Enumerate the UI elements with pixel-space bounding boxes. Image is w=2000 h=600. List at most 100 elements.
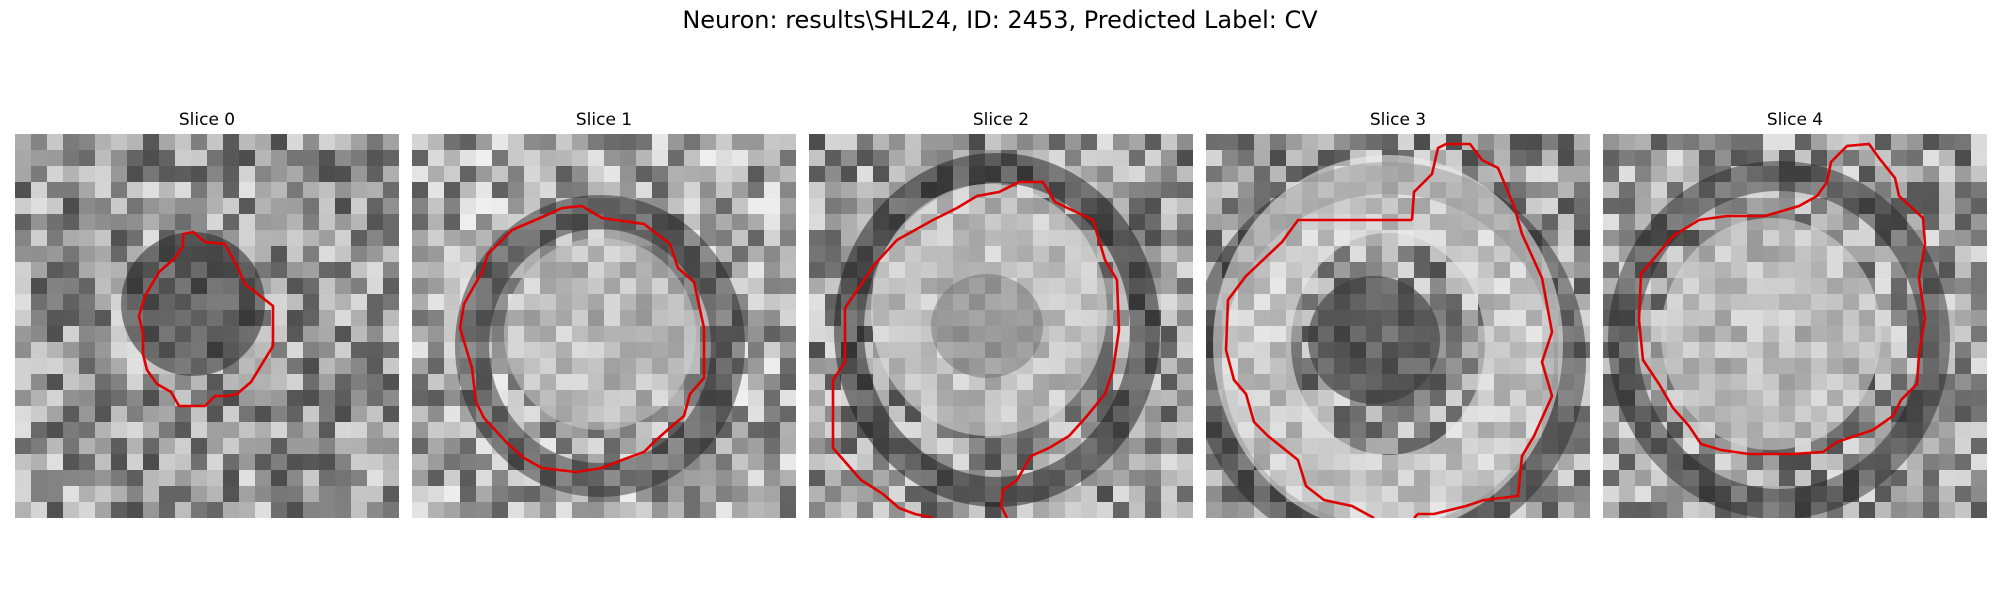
- texture-pixel: [1635, 438, 1652, 455]
- texture-pixel: [1558, 374, 1575, 391]
- texture-pixel: [1161, 502, 1178, 518]
- dark-cell-center: [931, 274, 1043, 378]
- texture-pixel: [1779, 166, 1796, 183]
- texture-pixel: [271, 182, 288, 199]
- texture-pixel: [953, 438, 970, 455]
- texture-pixel: [460, 166, 477, 183]
- texture-pixel: [492, 406, 509, 423]
- texture-pixel: [303, 454, 320, 471]
- texture-pixel: [780, 182, 796, 199]
- texture-pixel: [1971, 454, 1987, 471]
- texture-pixel: [63, 342, 80, 359]
- texture-pixel: [351, 454, 368, 471]
- texture-pixel: [700, 134, 717, 151]
- texture-pixel: [207, 502, 224, 518]
- texture-pixel: [1145, 214, 1162, 231]
- texture-pixel: [1747, 134, 1764, 151]
- texture-pixel: [191, 150, 208, 167]
- texture-pixel: [716, 358, 733, 375]
- texture-pixel: [1033, 454, 1050, 471]
- texture-pixel: [319, 358, 336, 375]
- texture-pixel: [367, 438, 384, 455]
- texture-pixel: [1715, 454, 1732, 471]
- texture-pixel: [255, 134, 272, 151]
- texture-pixel: [905, 422, 922, 439]
- texture-pixel: [825, 470, 842, 487]
- texture-pixel: [319, 150, 336, 167]
- texture-pixel: [47, 294, 64, 311]
- texture-pixel: [572, 454, 589, 471]
- texture-pixel: [476, 214, 493, 231]
- texture-pixel: [271, 230, 288, 247]
- texture-pixel: [732, 406, 749, 423]
- texture-pixel: [1382, 134, 1399, 151]
- texture-pixel: [1875, 262, 1892, 279]
- texture-pixel: [889, 502, 906, 518]
- texture-pixel: [287, 182, 304, 199]
- texture-pixel: [809, 486, 826, 503]
- texture-pixel: [1206, 134, 1223, 151]
- texture-pixel: [476, 166, 493, 183]
- texture-pixel: [47, 278, 64, 295]
- texture-pixel: [1619, 358, 1636, 375]
- texture-pixel: [540, 470, 557, 487]
- texture-pixel: [428, 278, 445, 295]
- texture-pixel: [159, 438, 176, 455]
- texture-pixel: [809, 182, 826, 199]
- texture-pixel: [63, 326, 80, 343]
- texture-pixel: [476, 150, 493, 167]
- texture-pixel: [508, 390, 525, 407]
- texture-pixel: [809, 246, 826, 263]
- texture-pixel: [191, 422, 208, 439]
- texture-pixel: [1350, 134, 1367, 151]
- texture-pixel: [572, 150, 589, 167]
- texture-pixel: [1081, 150, 1098, 167]
- texture-pixel: [1971, 358, 1987, 375]
- texture-pixel: [412, 438, 429, 455]
- texture-pixel: [748, 198, 765, 215]
- texture-pixel: [460, 310, 477, 327]
- texture-pixel: [732, 198, 749, 215]
- texture-pixel: [841, 166, 858, 183]
- texture-pixel: [1683, 486, 1700, 503]
- texture-pixel: [367, 214, 384, 231]
- texture-pixel: [1558, 262, 1575, 279]
- texture-pixel: [1603, 342, 1620, 359]
- texture-pixel: [1017, 134, 1034, 151]
- texture-pixel: [732, 166, 749, 183]
- texture-pixel: [1558, 406, 1575, 423]
- texture-pixel: [367, 454, 384, 471]
- texture-pixel: [1891, 294, 1908, 311]
- texture-pixel: [508, 134, 525, 151]
- texture-pixel: [223, 198, 240, 215]
- texture-pixel: [873, 166, 890, 183]
- texture-pixel: [1971, 406, 1987, 423]
- texture-pixel: [1875, 358, 1892, 375]
- texture-pixel: [428, 358, 445, 375]
- texture-pixel: [319, 326, 336, 343]
- texture-pixel: [271, 454, 288, 471]
- texture-pixel: [175, 166, 192, 183]
- texture-pixel: [143, 502, 160, 518]
- light-cell-interior: [504, 238, 696, 430]
- texture-pixel: [1206, 454, 1223, 471]
- texture-pixel: [572, 134, 589, 151]
- texture-pixel: [428, 406, 445, 423]
- texture-pixel: [255, 422, 272, 439]
- texture-pixel: [428, 422, 445, 439]
- texture-pixel: [444, 358, 461, 375]
- texture-pixel: [841, 182, 858, 199]
- texture-pixel: [1510, 150, 1527, 167]
- texture-pixel: [31, 134, 48, 151]
- texture-pixel: [636, 182, 653, 199]
- texture-pixel: [748, 278, 765, 295]
- texture-pixel: [1811, 150, 1828, 167]
- texture-pixel: [1558, 470, 1575, 487]
- texture-pixel: [143, 406, 160, 423]
- texture-pixel: [764, 342, 781, 359]
- texture-pixel: [953, 454, 970, 471]
- texture-pixel: [1619, 470, 1636, 487]
- texture-pixel: [319, 294, 336, 311]
- texture-pixel: [95, 374, 112, 391]
- texture-pixel: [1619, 294, 1636, 311]
